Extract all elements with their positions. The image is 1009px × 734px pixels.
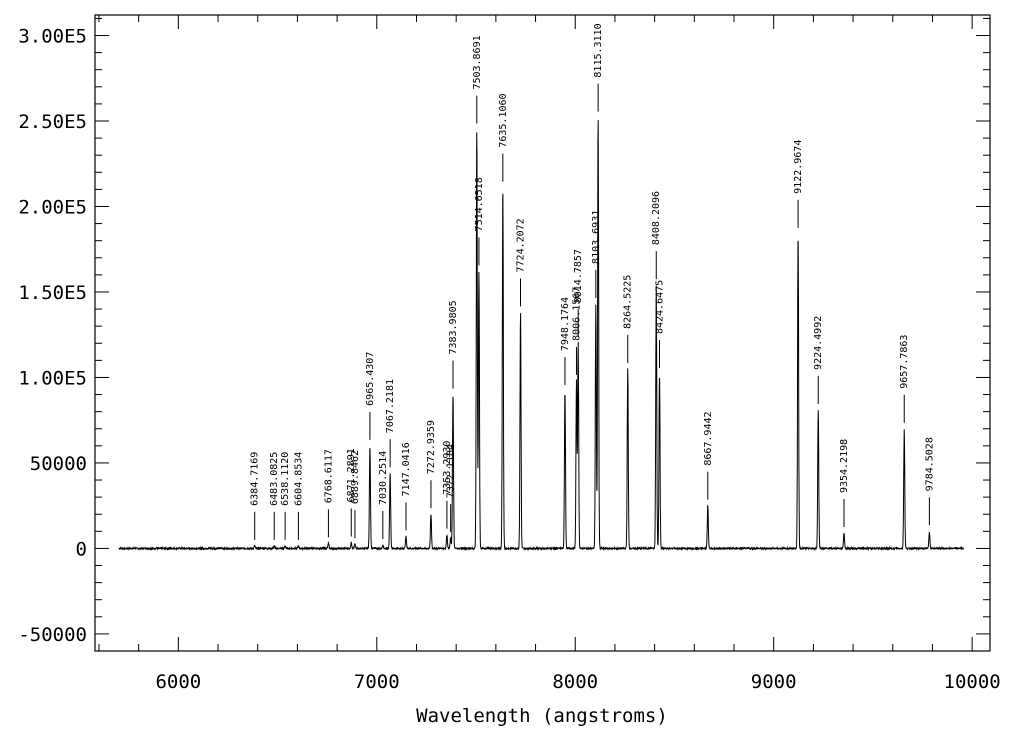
line-label: 6604.8534	[293, 452, 304, 506]
line-label: 7948.1764	[560, 297, 571, 351]
y-tick-label: -50000	[18, 624, 87, 646]
line-label: 7514.6518	[474, 177, 485, 231]
line-label: 7067.2181	[385, 379, 396, 433]
line-label: 6871.2891	[346, 448, 357, 502]
y-tick-label: 0	[76, 538, 87, 560]
line-label: 9784.5028	[924, 437, 935, 491]
y-axis: -50000 0 50000 1.00E5 1.50E5 2.00E5 2.50E5 3.00…	[18, 17, 990, 652]
line-label: 6889.8462	[350, 450, 361, 504]
line-label: 7635.1060	[498, 93, 509, 147]
line-label: 7147.0416	[401, 442, 412, 496]
line-identifications: 6384.7169 6483.0825 6538.1120 6604.8534 6768…	[250, 23, 935, 540]
y-tick-label: 50000	[30, 453, 87, 475]
line-label: 7383.9805	[448, 300, 459, 354]
y-tick-label: 2.50E5	[18, 111, 87, 133]
spectrum-line	[118, 119, 965, 552]
line-label: 6965.4307	[365, 352, 376, 406]
line-label: 9657.7863	[899, 335, 910, 389]
y-tick-label: 1.00E5	[18, 367, 87, 389]
x-tick-label: 7000	[354, 671, 400, 693]
line-label: 9354.2198	[839, 439, 850, 493]
x-axis-title: Wavelength (angstroms)	[416, 705, 668, 727]
line-label: 7030.2514	[378, 451, 389, 505]
line-label: 7503.8691	[472, 35, 483, 89]
line-label: 8103.6931	[591, 210, 602, 264]
line-label: 8408.2096	[651, 191, 662, 245]
y-tick-label: 2.00E5	[18, 196, 87, 218]
line-label: 8424.6475	[655, 280, 666, 334]
y-tick-label: 3.00E5	[18, 26, 87, 48]
x-tick-label: 8000	[552, 671, 598, 693]
line-label: 8115.3110	[593, 23, 604, 77]
line-label: 6768.6117	[323, 449, 334, 503]
line-label: 8006.1567	[571, 287, 582, 341]
line-label: 6483.0825	[269, 452, 280, 506]
x-tick-label: 6000	[155, 671, 201, 693]
line-label: 6384.7169	[250, 452, 261, 506]
line-label: 7724.2072	[516, 218, 527, 272]
line-label: 7353.2930	[442, 441, 453, 495]
line-label: 9224.4992	[813, 316, 824, 370]
line-label: 9122.9674	[793, 140, 804, 194]
line-label: 7272.9359	[426, 420, 437, 474]
x-tick-label: 10000	[944, 671, 1001, 693]
line-label: 6538.1120	[280, 452, 291, 506]
line-label: 7372.1184	[446, 444, 457, 498]
plot-frame	[94, 14, 991, 652]
x-tick-label: 9000	[751, 671, 797, 693]
line-label: 8667.9442	[703, 411, 714, 465]
line-label: 8014.7857	[573, 249, 584, 303]
line-label: 8264.5225	[623, 275, 634, 329]
y-tick-label: 1.50E5	[18, 282, 87, 304]
x-axis: 6000 7000 8000 9000 10000	[98, 15, 1001, 693]
